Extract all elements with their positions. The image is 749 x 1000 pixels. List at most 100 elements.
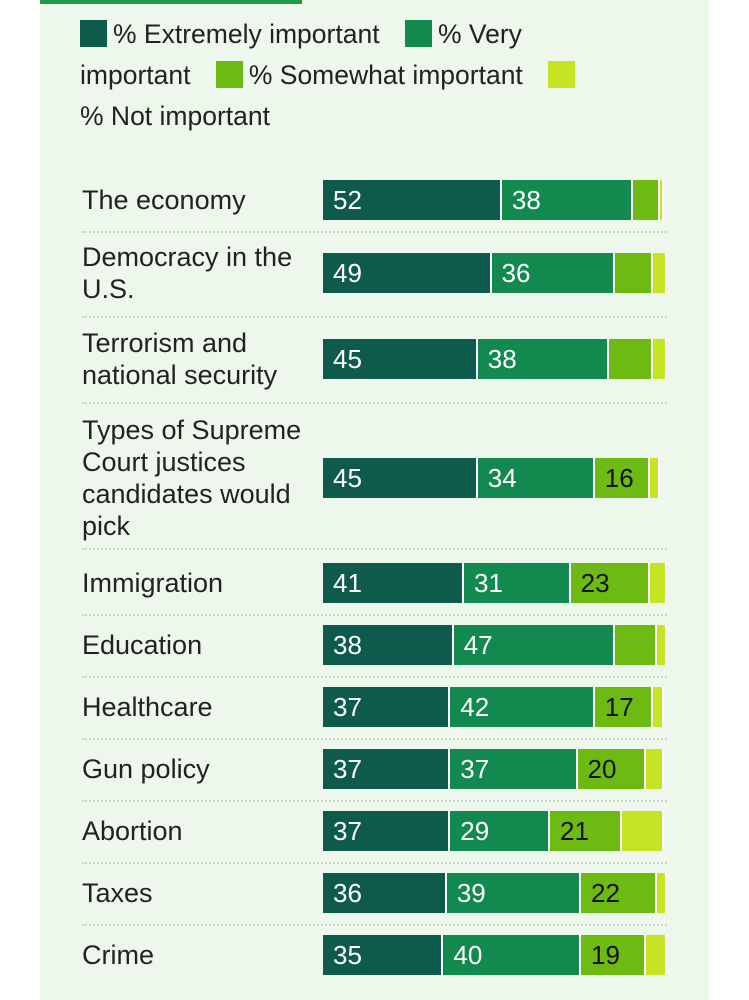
data-label-crime-extremely-important: 35 xyxy=(333,940,362,970)
bar-segment-the-economy-somewhat-important xyxy=(632,180,661,220)
data-label-democracy-in-the-u-s-extremely-important: 49 xyxy=(333,258,362,288)
data-label-immigration-somewhat-important: 23 xyxy=(580,568,610,598)
data-label-terrorism-and-national-security-extremely-important: 45 xyxy=(333,344,362,374)
row-divider xyxy=(82,800,667,802)
category-label-taxes: Taxes xyxy=(82,878,153,908)
data-label-types-of-supreme-court-justices-candidates-would-pick-very-important: 34 xyxy=(487,463,517,493)
bar-segment-the-economy-not-important xyxy=(660,180,664,220)
data-label-types-of-supreme-court-justices-candidates-would-pick-extremely-important: 45 xyxy=(333,463,362,493)
bar-segment-the-economy-very-important xyxy=(501,180,633,220)
data-label-taxes-somewhat-important: 22 xyxy=(591,878,620,908)
legend-label-somewhat-important: % Somewhat important xyxy=(248,60,523,90)
legend-swatch-somewhat-important xyxy=(215,61,243,88)
bar-segment-democracy-in-the-u-s-not-important xyxy=(653,253,667,293)
bar-segment-immigration-very-important xyxy=(464,563,571,603)
data-label-immigration-very-important: 31 xyxy=(474,568,503,598)
bar-segment-terrorism-and-national-security-somewhat-important xyxy=(608,339,654,379)
row-divider xyxy=(82,614,667,616)
row-divider xyxy=(82,738,667,740)
bar-segment-education-somewhat-important xyxy=(615,625,657,665)
bar-segment-taxes-not-important xyxy=(656,873,667,913)
data-label-taxes-very-important: 39 xyxy=(456,878,486,908)
bar-segment-terrorism-and-national-security-extremely-important xyxy=(323,339,478,379)
bar-segment-gun-policy-somewhat-important xyxy=(577,749,647,789)
bar-segment-crime-somewhat-important xyxy=(581,935,647,975)
bar-segment-gun-policy-extremely-important xyxy=(323,749,451,789)
legend-swatch-extremely-important xyxy=(80,20,107,47)
bar-segment-types-of-supreme-court-justices-candidates-would-pick-very-important xyxy=(477,458,595,498)
bar-segment-education-very-important xyxy=(453,625,616,665)
category-label-types-of-supreme-court-justices-candidates-would-pick: Types of Supreme Court justices candidat… xyxy=(82,415,302,541)
bar-segment-types-of-supreme-court-justices-candidates-would-pick-extremely-important xyxy=(323,458,478,498)
data-label-democracy-in-the-u-s-very-important: 36 xyxy=(501,258,531,288)
data-label-healthcare-somewhat-important: 17 xyxy=(604,692,634,722)
data-label-taxes-extremely-important: 36 xyxy=(333,878,362,908)
bar-segment-types-of-supreme-court-justices-candidates-would-pick-somewhat-important xyxy=(594,458,650,498)
bar-segment-taxes-extremely-important xyxy=(323,873,447,913)
data-label-education-extremely-important: 38 xyxy=(333,630,362,660)
legend: % Extremely important % Very important %… xyxy=(80,14,600,137)
category-label-democracy-in-the-u-s: Democracy in the U.S. xyxy=(82,242,293,304)
bar-segment-immigration-extremely-important xyxy=(323,563,465,603)
category-label-education: Education xyxy=(82,630,203,660)
bar-segment-education-not-important xyxy=(656,625,667,665)
data-label-abortion-very-important: 29 xyxy=(460,816,490,846)
category-label-terrorism-and-national-security: Terrorism and national security xyxy=(82,328,278,390)
data-label-the-economy-very-important: 38 xyxy=(511,185,541,215)
bar-segment-healthcare-somewhat-important xyxy=(594,687,654,727)
category-label-gun-policy: Gun policy xyxy=(82,754,210,784)
bar-segment-terrorism-and-national-security-very-important xyxy=(477,339,609,379)
bar-segment-democracy-in-the-u-s-extremely-important xyxy=(323,253,492,293)
data-label-abortion-extremely-important: 37 xyxy=(333,816,362,846)
legend-item-very-important: % Very important xyxy=(80,19,522,90)
data-label-the-economy-extremely-important: 52 xyxy=(333,185,362,215)
bar-segment-abortion-not-important xyxy=(622,811,664,851)
bar-segment-gun-policy-not-important xyxy=(646,749,664,789)
bar-segment-terrorism-and-national-security-not-important xyxy=(653,339,667,379)
category-label-crime: Crime xyxy=(82,940,154,970)
bar-segment-immigration-somewhat-important xyxy=(570,563,650,603)
bar-segment-the-economy-extremely-important xyxy=(323,180,502,220)
bar-segment-education-extremely-important xyxy=(323,625,454,665)
bar-segment-crime-extremely-important xyxy=(323,935,444,975)
bar-segment-abortion-very-important xyxy=(450,811,551,851)
legend-swatch-not-important xyxy=(548,61,576,88)
row-divider xyxy=(82,924,667,926)
legend-item-not-important: % Not important xyxy=(80,60,581,131)
legend-label-not-important: % Not important xyxy=(80,101,270,131)
row-divider xyxy=(82,676,667,678)
legend-item-extremely-important: % Extremely important xyxy=(80,19,398,49)
bar-segment-types-of-supreme-court-justices-candidates-would-pick-not-important xyxy=(649,458,661,498)
row-divider xyxy=(82,862,667,864)
data-label-terrorism-and-national-security-very-important: 38 xyxy=(487,344,517,374)
data-label-crime-very-important: 40 xyxy=(453,940,483,970)
legend-label-very-important: % Very important xyxy=(80,19,522,90)
data-label-healthcare-extremely-important: 37 xyxy=(333,692,362,722)
data-label-gun-policy-somewhat-important: 20 xyxy=(587,754,617,784)
bar-segment-abortion-somewhat-important xyxy=(550,811,623,851)
category-label-healthcare: Healthcare xyxy=(82,692,213,722)
data-label-crime-somewhat-important: 19 xyxy=(591,940,620,970)
legend-swatch-very-important xyxy=(404,20,432,47)
data-label-gun-policy-extremely-important: 37 xyxy=(333,754,362,784)
row-divider xyxy=(82,231,667,233)
bar-segment-gun-policy-very-important xyxy=(450,749,578,789)
bar-segment-abortion-extremely-important xyxy=(323,811,451,851)
legend-label-extremely-important: % Extremely important xyxy=(113,19,380,49)
bar-segment-crime-not-important xyxy=(646,935,667,975)
row-divider xyxy=(82,402,667,404)
bar-segment-healthcare-very-important xyxy=(450,687,595,727)
bar-segment-democracy-in-the-u-s-very-important xyxy=(491,253,616,293)
category-label-the-economy: The economy xyxy=(82,185,246,215)
category-label-abortion: Abortion xyxy=(82,816,183,846)
bar-segment-immigration-not-important xyxy=(649,563,667,603)
row-divider xyxy=(82,316,667,318)
accent-bar xyxy=(40,0,302,4)
legend-item-somewhat-important: % Somewhat important xyxy=(215,60,541,90)
data-label-types-of-supreme-court-justices-candidates-would-pick-somewhat-important: 16 xyxy=(604,463,634,493)
bar-segment-crime-very-important xyxy=(443,935,581,975)
bar-segment-healthcare-not-important xyxy=(653,687,664,727)
bar-segment-taxes-somewhat-important xyxy=(581,873,657,913)
bar-segment-democracy-in-the-u-s-somewhat-important xyxy=(615,253,654,293)
